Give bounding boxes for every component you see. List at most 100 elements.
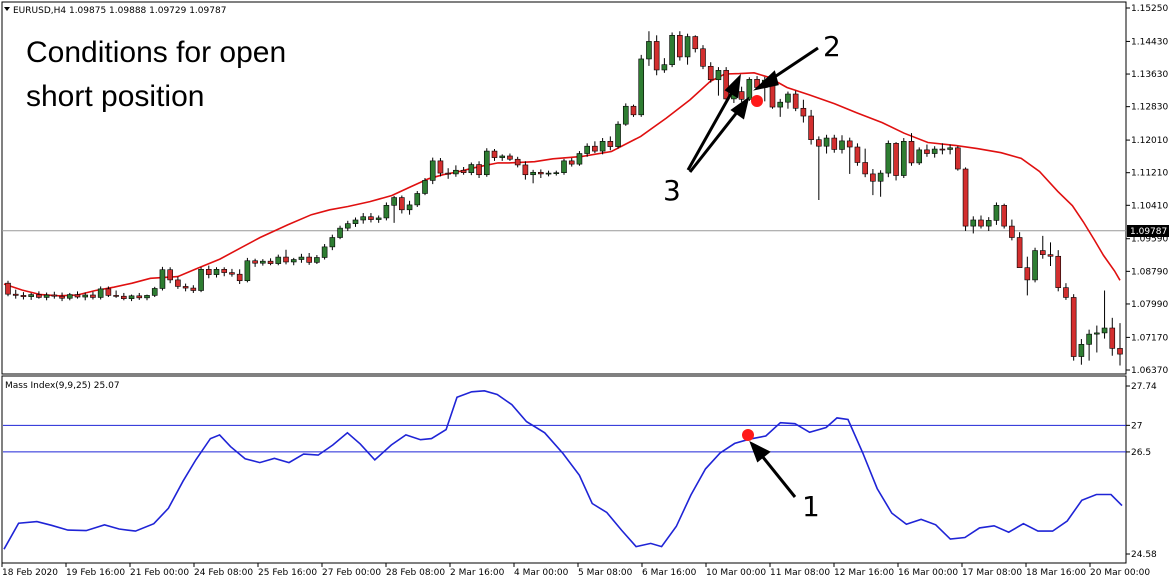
candle-bullish: [885, 143, 892, 174]
candle-bearish: [167, 269, 173, 281]
candle-bearish: [90, 294, 96, 298]
current-price-tag: [1127, 225, 1169, 237]
candle-bullish: [244, 260, 251, 282]
candle-bearish: [1055, 255, 1062, 288]
candle-bearish: [538, 171, 544, 175]
candle-bearish: [630, 105, 637, 116]
candle-bearish: [707, 65, 714, 81]
price-tick-label: 1.15250: [1131, 4, 1168, 14]
candle-bearish: [205, 269, 212, 275]
candle-bullish: [321, 246, 328, 258]
time-tick-label: 21 Feb 00:00: [130, 568, 189, 578]
candle-bullish: [947, 147, 953, 150]
candle-bearish: [816, 139, 822, 147]
time-tick-label: 5 Mar 08:00: [578, 568, 633, 578]
time-tick-label: 10 Mar 00:00: [706, 568, 766, 578]
price-axis: 1.15250 1.14430 1.13630 1.12830 1.12010 1.112…: [1126, 4, 1168, 376]
annotation-label-3: 3: [663, 174, 681, 207]
candle-bullish: [638, 58, 645, 116]
candle-bullish: [314, 257, 320, 263]
mass-index-layer: [3, 389, 1126, 550]
candle-bullish: [144, 295, 150, 299]
candle-bullish: [97, 288, 104, 298]
time-tick-label: 6 Mar 16:00: [642, 568, 697, 578]
candle-bullish: [993, 205, 1000, 221]
candle-bearish: [306, 256, 312, 263]
candle-bullish: [406, 204, 413, 211]
arrow-3a-shaft: [686, 89, 735, 171]
candle-bullish: [422, 180, 428, 194]
candle-bearish: [800, 107, 807, 117]
arrow-3b-head: [730, 96, 750, 120]
candle-bearish: [1047, 254, 1054, 257]
indicator-tick-label: 26.5: [1131, 448, 1151, 458]
candle-bullish: [615, 123, 621, 147]
candle-bullish: [823, 137, 830, 147]
candle-bearish: [175, 279, 181, 287]
candle-bearish: [59, 295, 65, 299]
candle-bearish: [1070, 297, 1077, 357]
time-tick-label: 20 Mar 00:00: [1090, 568, 1150, 578]
annotation-label-1: 1: [802, 490, 820, 523]
candle-bearish: [368, 216, 374, 220]
candle-bullish: [599, 141, 606, 152]
candle-bearish: [808, 115, 814, 140]
price-tick-label: 1.13630: [1131, 70, 1168, 80]
candle-bullish: [584, 145, 590, 154]
candle-bearish: [568, 160, 575, 165]
candle-bullish: [1032, 250, 1038, 281]
candle-bullish: [429, 160, 436, 181]
candle-bearish: [136, 295, 143, 299]
menu-triangle-icon[interactable]: [4, 7, 10, 11]
candle-bearish: [51, 294, 58, 297]
candle-bullish: [290, 259, 297, 263]
candle-bullish: [669, 35, 675, 65]
candle-bullish: [453, 169, 459, 175]
time-tick-label: 27 Feb 00:00: [322, 568, 381, 578]
indicator-info: Mass Index(9,9,25) 25.07: [5, 381, 120, 391]
candle-bullish: [970, 219, 977, 227]
time-tick-label: 2 Mar 16:00: [450, 568, 505, 578]
candle-bearish: [1117, 348, 1123, 355]
candle-bearish: [36, 294, 42, 298]
candle-bullish: [931, 148, 938, 154]
candle-bearish: [738, 91, 745, 100]
candle-bullish: [661, 64, 668, 71]
arrow-3b-shaft: [688, 110, 740, 173]
candle-bullish: [622, 105, 629, 125]
candle-bearish: [870, 173, 876, 182]
arrow-2-shaft: [769, 46, 819, 82]
candle-bullish: [499, 155, 506, 158]
candle-bullish: [468, 164, 475, 173]
price-tick-label: 1.12010: [1131, 136, 1168, 146]
candle-bearish: [437, 160, 444, 174]
candle-bullish: [561, 160, 567, 173]
arrow-2-head: [753, 70, 779, 91]
moving-average-line: [3, 71, 1121, 297]
candle-bearish: [846, 140, 853, 148]
time-axis: 18 Feb 2020 19 Feb 16:00 21 Feb 00:00 24 Fe…: [1, 563, 1150, 578]
candle-bearish: [592, 145, 598, 152]
candle-bearish: [677, 35, 683, 58]
candle-bullish: [1094, 332, 1100, 335]
candle-bullish: [82, 294, 89, 298]
candle-bearish: [236, 273, 243, 282]
arrow-3a-head: [724, 73, 741, 99]
candle-bullish: [360, 216, 367, 221]
candle-bearish: [700, 48, 706, 67]
candle-bullish: [684, 36, 691, 58]
candle-bearish: [723, 70, 729, 100]
price-tick-label: 1.07990: [1131, 300, 1168, 310]
candle-bullish: [777, 101, 784, 108]
price-tick-label: 1.12830: [1131, 103, 1168, 113]
candle-bearish: [283, 256, 289, 263]
candle-bearish: [792, 93, 799, 109]
candle-bullish: [530, 171, 536, 176]
candle-bullish: [128, 295, 135, 299]
candle-bearish: [229, 272, 235, 275]
time-tick-label: 12 Mar 16:00: [834, 568, 894, 578]
candle-bullish: [375, 217, 382, 220]
candle-bullish: [383, 205, 390, 219]
candle-bearish: [1024, 267, 1031, 281]
